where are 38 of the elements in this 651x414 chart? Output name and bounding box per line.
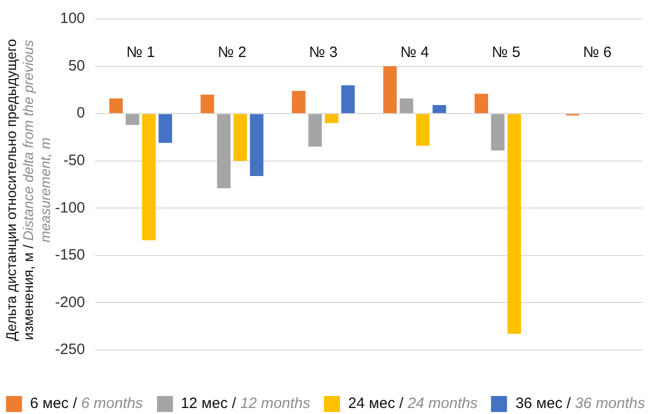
bar — [474, 94, 488, 114]
y-tick-label: 0 — [76, 104, 86, 122]
bar — [416, 114, 430, 146]
bar — [324, 114, 338, 124]
bar — [158, 114, 172, 143]
x-tick-label: № 1 — [126, 44, 155, 62]
bar — [383, 66, 397, 114]
x-tick-label: № 6 — [583, 44, 612, 62]
x-tick-label: № 4 — [400, 44, 429, 62]
bar — [491, 114, 505, 150]
y-tick-label: 50 — [68, 57, 86, 74]
y-tick-label: -250 — [54, 341, 86, 358]
x-tick-label: № 5 — [492, 44, 520, 62]
bar — [250, 114, 264, 176]
x-tick-label: № 2 — [218, 44, 246, 62]
legend-label: 12 мес / 12 months — [180, 395, 310, 412]
bar — [142, 114, 156, 240]
y-tick-label: 100 — [60, 10, 86, 28]
bar — [341, 85, 355, 114]
y-axis-title: Дельта дистанции относительно предыдущего изменения, м / Distance delta from the previous measurement, m — [3, 38, 53, 342]
legend-label: 6 мес / 6 months — [30, 395, 143, 412]
bar — [507, 114, 521, 334]
bar — [292, 90, 306, 114]
y-tick-label: -50 — [63, 152, 86, 169]
y-tick-label: -200 — [54, 294, 86, 311]
bar — [109, 98, 123, 114]
y-tick-label: -150 — [54, 246, 86, 264]
x-tick-label: № 3 — [309, 44, 338, 62]
bar — [126, 114, 140, 125]
bar — [233, 114, 247, 161]
bar — [400, 98, 414, 114]
bar — [200, 94, 214, 114]
bar — [432, 105, 446, 114]
legend-label: 36 мес / 36 months — [515, 395, 645, 412]
legend-label: 24 мес / 24 months — [348, 395, 478, 412]
bar — [217, 114, 231, 188]
y-tick-label: -100 — [54, 199, 86, 216]
bar — [308, 114, 322, 147]
